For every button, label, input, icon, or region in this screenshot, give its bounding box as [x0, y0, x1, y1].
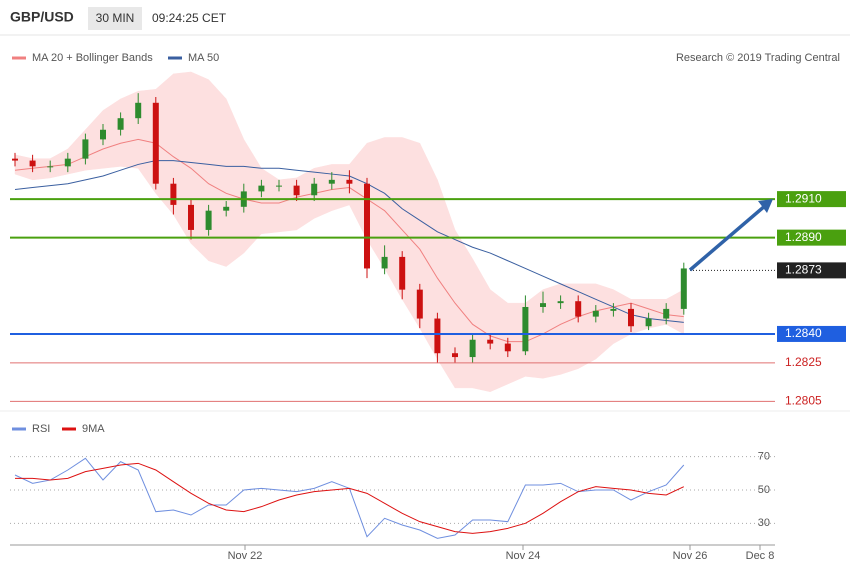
level-label: 1.2805: [785, 394, 822, 408]
bollinger-band: [542, 283, 561, 379]
level-label: 1.2840: [785, 326, 822, 340]
candle-body: [487, 339, 494, 344]
candle-body: [452, 353, 458, 358]
candle-body: [328, 179, 335, 184]
level-label: 1.2890: [785, 230, 822, 244]
candle-body: [205, 210, 212, 230]
y-tick-label: 70: [758, 451, 770, 463]
legend-label: MA 50: [188, 52, 219, 64]
level-label-box: [777, 191, 846, 208]
level-label-box: [777, 325, 846, 342]
candle-body: [557, 301, 564, 304]
candle-body: [610, 308, 617, 311]
bollinger-band: [560, 283, 579, 375]
candle-body: [117, 118, 124, 130]
legend-label: MA 20 + Bollinger Bands: [32, 52, 153, 64]
candle-body: [100, 129, 106, 140]
candle-body: [170, 183, 177, 205]
level-label-box: [777, 229, 846, 246]
candle-body: [311, 183, 318, 196]
x-tick-label: Nov 22: [228, 550, 263, 562]
interval-box: [88, 7, 142, 30]
credit: Research © 2019 Trading Central: [676, 52, 840, 64]
symbol: GBP/USD: [10, 9, 74, 25]
candle-body: [346, 179, 353, 184]
level-label: 1.2910: [785, 191, 822, 205]
level-label: 1.2825: [785, 355, 822, 369]
x-tick-label: Nov 26: [673, 550, 708, 562]
candle-body: [47, 166, 54, 168]
x-tick-label: Dec 8: [746, 550, 775, 562]
level-label-box: [777, 262, 846, 279]
candle-body: [223, 206, 230, 211]
candle-body: [82, 139, 89, 159]
candle-body: [522, 306, 529, 352]
candle-body: [188, 204, 194, 230]
forecast-arrowhead: [758, 199, 773, 213]
candle-body: [381, 256, 388, 269]
candle-body: [64, 158, 71, 167]
bollinger-band: [261, 167, 280, 235]
candle-body: [504, 343, 511, 352]
level-label: 1.2873: [785, 263, 822, 277]
candle-body: [12, 158, 18, 161]
candle-body: [592, 310, 599, 317]
candle-body: [680, 268, 687, 309]
time: 09:24:25 CET: [152, 11, 227, 25]
candle-body: [416, 289, 423, 319]
candle-body: [135, 102, 142, 119]
forecast-arrow: [688, 203, 768, 272]
indicator-line: [15, 462, 685, 534]
candle-body: [540, 303, 546, 307]
candle-body: [469, 339, 476, 358]
x-tick-label: Nov 24: [506, 550, 541, 562]
interval: 30 MIN: [96, 11, 135, 25]
candle-body: [293, 185, 300, 196]
legend-label: RSI: [32, 423, 50, 435]
candle-body: [364, 183, 370, 269]
candle-body: [645, 318, 652, 327]
y-tick-label: 50: [758, 484, 770, 496]
bollinger-band: [190, 71, 209, 262]
candle-body: [276, 185, 282, 187]
candle-body: [575, 301, 582, 317]
candle-body: [628, 308, 634, 327]
candle-body: [434, 318, 441, 354]
candle-body: [663, 308, 670, 319]
candle-body: [258, 185, 265, 192]
candle-body: [152, 102, 159, 184]
candle-body: [399, 256, 406, 290]
legend-label: 9MA: [82, 423, 105, 435]
y-tick-label: 30: [758, 517, 770, 529]
bollinger-band: [577, 283, 597, 370]
candle-body: [29, 160, 36, 167]
